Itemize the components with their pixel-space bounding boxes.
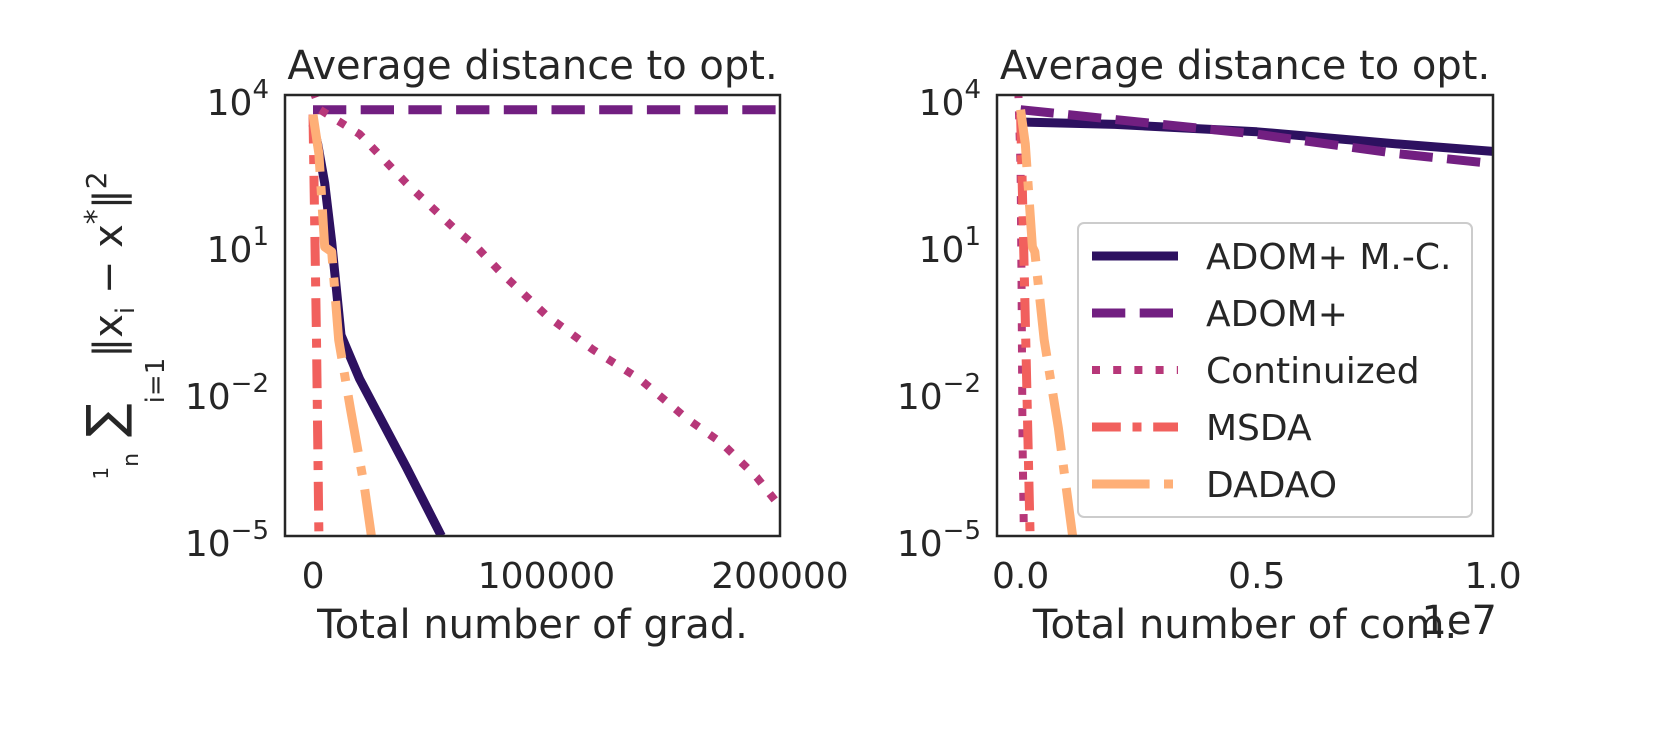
y-tick-label: 104 <box>919 75 981 124</box>
series-line-adom-m-c <box>308 123 446 536</box>
y-axis-label: 1n ∑i=1‖xi − x*‖2 <box>76 171 171 479</box>
legend-label: MSDA <box>1206 408 1312 449</box>
svg-text:1n ∑i=1‖xi − x*‖2: 1n ∑i=1‖xi − x*‖2 <box>76 171 171 479</box>
x-axis-label: Total number of com. <box>1032 602 1457 648</box>
x-tick-label: 0.5 <box>1228 556 1285 597</box>
y-tick-label: 10−5 <box>897 516 981 565</box>
y-tick-label: 101 <box>207 222 269 271</box>
axes-frame <box>283 93 782 538</box>
legend-label: ADOM+ <box>1206 294 1348 335</box>
y-tick-label: 101 <box>919 222 981 271</box>
x-tick-label: 0 <box>302 556 325 597</box>
y-tick-label: 10−2 <box>897 369 981 418</box>
y-tick-label: 10−5 <box>185 516 269 565</box>
x-tick-label: 0.0 <box>992 556 1049 597</box>
y-tick-label: 104 <box>207 75 269 124</box>
series-line-dadao <box>1016 109 1078 536</box>
series-line-dadao <box>308 113 376 536</box>
legend-label: DADAO <box>1206 465 1337 506</box>
legend-label: Continuized <box>1206 351 1420 392</box>
x-tick-label: 1.0 <box>1464 556 1521 597</box>
x-tick-label: 100000 <box>478 556 615 597</box>
y-tick-label: 10−2 <box>185 369 269 418</box>
axes-panel-2: Average distance to opt. 0.0 0.5 1.0 104 101 1… <box>897 43 1522 648</box>
chart-title: Average distance to opt. <box>287 43 777 89</box>
legend-label: ADOM+ M.-C. <box>1206 237 1451 278</box>
axes-frame <box>995 93 1495 538</box>
series-line-adom <box>1020 105 1493 169</box>
series-line-continuized <box>310 95 780 510</box>
x-offset-label: 1e7 <box>1421 598 1497 644</box>
series-group <box>308 95 780 536</box>
series-group <box>1014 95 1493 536</box>
legend: ADOM+ M.-C. ADOM+ Continuized MSDA DADAO <box>1077 222 1473 518</box>
series-line-msda <box>308 114 324 536</box>
legend-frame <box>1077 222 1473 518</box>
chart-title: Average distance to opt. <box>1000 43 1490 89</box>
axes-panel-1: Average distance to opt. 0 100000 200000 104… <box>76 43 849 648</box>
x-axis-label: Total number of grad. <box>316 602 748 648</box>
x-tick-label: 200000 <box>711 556 848 597</box>
series-line-adom-m-c <box>1020 117 1493 156</box>
